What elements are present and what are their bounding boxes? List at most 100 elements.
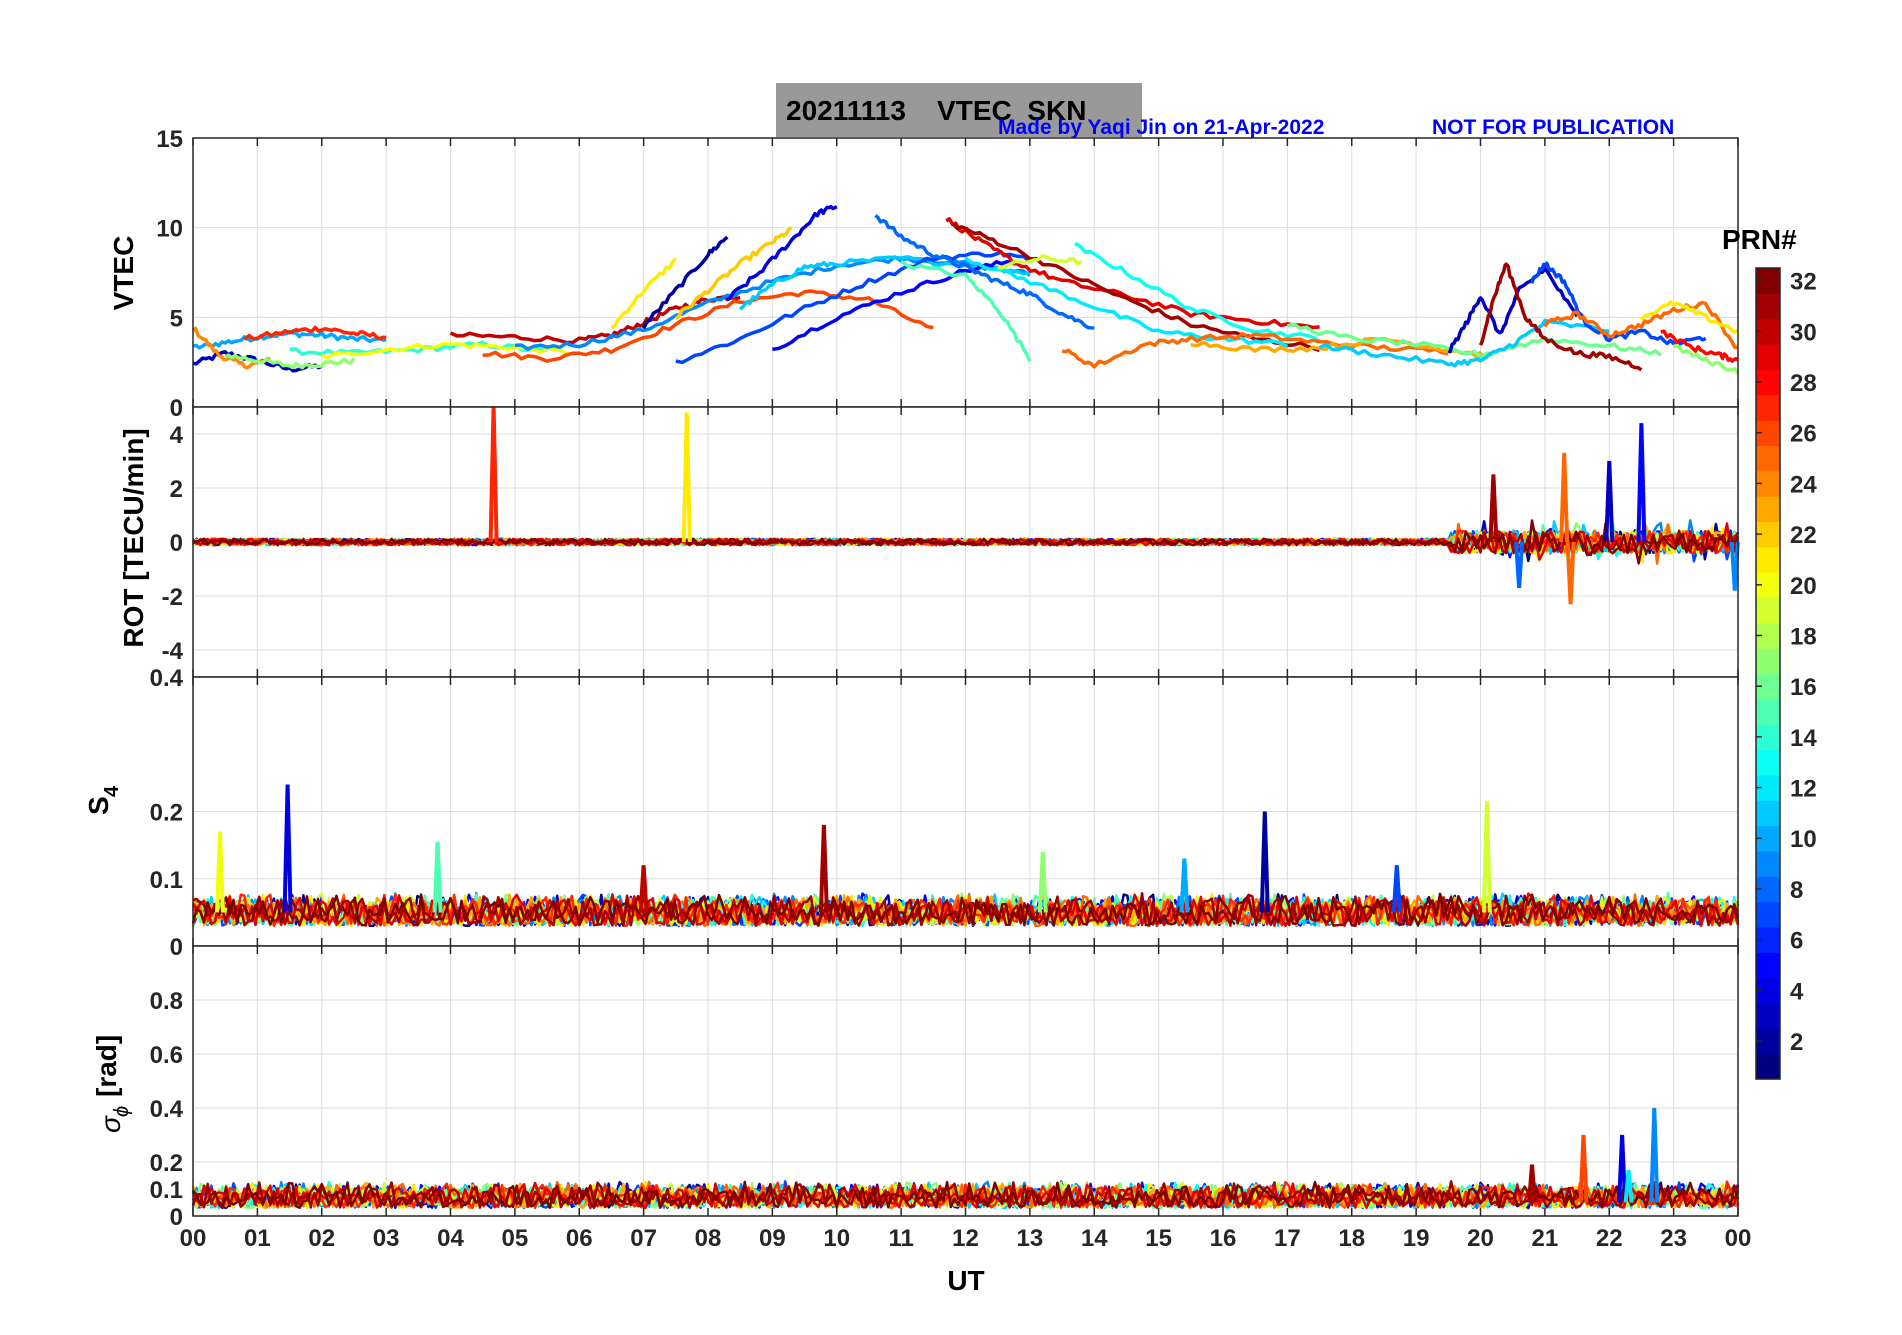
spike-mark bbox=[1578, 1134, 1589, 1203]
x-tick-label: 04 bbox=[437, 1225, 464, 1252]
sigma-phi-unit: [rad] bbox=[91, 1035, 122, 1097]
colorbar-swatch bbox=[1756, 901, 1780, 928]
spike-mark bbox=[1037, 851, 1048, 913]
x-tick-label: 00 bbox=[180, 1225, 207, 1252]
series-line bbox=[191, 892, 1740, 928]
s4-panel: 0 0.1 0.2 0.4 bbox=[150, 665, 1740, 961]
y-tick-label: 0.1 bbox=[150, 867, 183, 894]
x-tick-label: 20 bbox=[1467, 1225, 1494, 1252]
spike-mark bbox=[1559, 452, 1570, 543]
y-tick-label: 0.8 bbox=[150, 988, 183, 1015]
series-line bbox=[674, 226, 793, 320]
colorbar-tick-label: 30 bbox=[1790, 319, 1817, 346]
sigma-phi-panel: 00.10.2 0.4 0.6 0.8 bbox=[150, 945, 1740, 1231]
colorbar-tick-label: 4 bbox=[1790, 978, 1804, 1005]
y-tick-label: 0.4 bbox=[150, 665, 184, 692]
spike-mark bbox=[1514, 541, 1525, 589]
y-tick-label: 0.2 bbox=[150, 1150, 183, 1177]
notice-text: NOT FOR PUBLICATION bbox=[1432, 116, 1674, 139]
series-line bbox=[1074, 241, 1321, 343]
y-tick-label: 4 bbox=[170, 422, 184, 449]
series-line bbox=[1447, 266, 1579, 354]
y-tick-label: 5 bbox=[170, 305, 183, 332]
series-line bbox=[874, 214, 1095, 330]
x-tick-label: 08 bbox=[695, 1225, 722, 1252]
series-line bbox=[192, 519, 1740, 565]
data-series bbox=[191, 406, 1740, 605]
colorbar-swatch bbox=[1756, 597, 1780, 624]
series-line bbox=[997, 253, 1083, 270]
x-tick-label: 21 bbox=[1532, 1225, 1559, 1252]
x-tick-label: 18 bbox=[1338, 1225, 1365, 1252]
spike-mark bbox=[638, 865, 649, 913]
svg-text:ϕ: ϕ bbox=[111, 1106, 133, 1117]
y-tick-label: 0 bbox=[170, 934, 183, 961]
spike-mark bbox=[432, 841, 443, 913]
data-series bbox=[191, 1107, 1740, 1210]
spike-mark bbox=[818, 824, 829, 913]
series-line bbox=[1286, 322, 1662, 359]
colorbar-tick-label: 20 bbox=[1790, 573, 1817, 600]
series-line bbox=[1318, 318, 1610, 368]
spike-mark bbox=[1391, 865, 1402, 913]
series-line bbox=[191, 1180, 1740, 1210]
series-line bbox=[726, 205, 838, 302]
colorbar-frame bbox=[1755, 267, 1781, 1080]
series-line bbox=[951, 222, 1321, 353]
x-tick-label: 00 bbox=[1725, 1225, 1752, 1252]
colorbar-tick-label: 10 bbox=[1790, 826, 1817, 853]
spike-mark bbox=[215, 831, 225, 913]
x-tick-label: 01 bbox=[244, 1225, 271, 1252]
chart-title: 20211113 VTEC SKN bbox=[786, 95, 1086, 126]
vtec-ylabel: VTEC bbox=[108, 236, 139, 311]
series-line bbox=[482, 289, 934, 363]
series-line bbox=[243, 325, 387, 341]
series-line bbox=[1530, 261, 1707, 346]
colorbar-swatch bbox=[1756, 1002, 1780, 1029]
spike-mark bbox=[1179, 858, 1190, 913]
colorbar-tick-label: 16 bbox=[1790, 674, 1817, 701]
y-tick-label: 15 bbox=[156, 126, 183, 153]
series-line bbox=[224, 353, 356, 370]
series-line bbox=[675, 249, 1032, 365]
series-line bbox=[945, 217, 1320, 330]
colorbar-tick-label: 12 bbox=[1790, 776, 1817, 803]
spike-mark bbox=[1565, 541, 1576, 605]
series-line bbox=[1660, 329, 1739, 363]
spike-mark bbox=[1617, 1134, 1628, 1203]
y-tick-label: -2 bbox=[162, 584, 183, 611]
spike-mark bbox=[1623, 1169, 1634, 1203]
data-series bbox=[191, 205, 1740, 375]
x-tick-label: 15 bbox=[1145, 1225, 1172, 1252]
rot-panel: -4 -2 0 2 4 bbox=[162, 406, 1740, 678]
colorbar-swatch bbox=[1756, 293, 1780, 320]
svg-text:S: S bbox=[83, 796, 114, 815]
series-line bbox=[449, 294, 741, 345]
x-tick-label: 23 bbox=[1660, 1225, 1687, 1252]
x-tick-label: 14 bbox=[1081, 1225, 1108, 1252]
colorbar-tick-label: 32 bbox=[1790, 269, 1817, 296]
x-tick-label: 16 bbox=[1210, 1225, 1237, 1252]
series-line bbox=[642, 235, 729, 330]
svg-text:σ: σ bbox=[95, 1115, 126, 1133]
colorbar-tick-label: 22 bbox=[1790, 522, 1817, 549]
colorbar-swatch bbox=[1756, 749, 1780, 776]
series-line bbox=[1543, 300, 1739, 350]
y-tick-label: 2 bbox=[170, 476, 183, 503]
colorbar-tick-label: 24 bbox=[1790, 471, 1817, 498]
colorbar-tick-label: 8 bbox=[1790, 877, 1803, 904]
spike-mark bbox=[1636, 423, 1647, 543]
x-axis-ticks: 00 01 02 03 04 05 06 07 08 09 10 11 12 13 14 15 16 17 18 19… bbox=[180, 1225, 1752, 1252]
y-tick-label: 0 bbox=[170, 1204, 183, 1231]
colorbar-tick-label: 6 bbox=[1790, 928, 1803, 955]
series-line bbox=[321, 341, 580, 360]
x-tick-label: 09 bbox=[759, 1225, 786, 1252]
vtec-panel: 0 5 10 15 bbox=[156, 126, 1740, 422]
colorbar-swatch bbox=[1756, 850, 1780, 877]
x-tick-label: 07 bbox=[630, 1225, 657, 1252]
spike-mark bbox=[1259, 811, 1270, 913]
spike-mark bbox=[1604, 460, 1615, 543]
series-line bbox=[1672, 343, 1740, 375]
x-tick-label: 22 bbox=[1596, 1225, 1623, 1252]
